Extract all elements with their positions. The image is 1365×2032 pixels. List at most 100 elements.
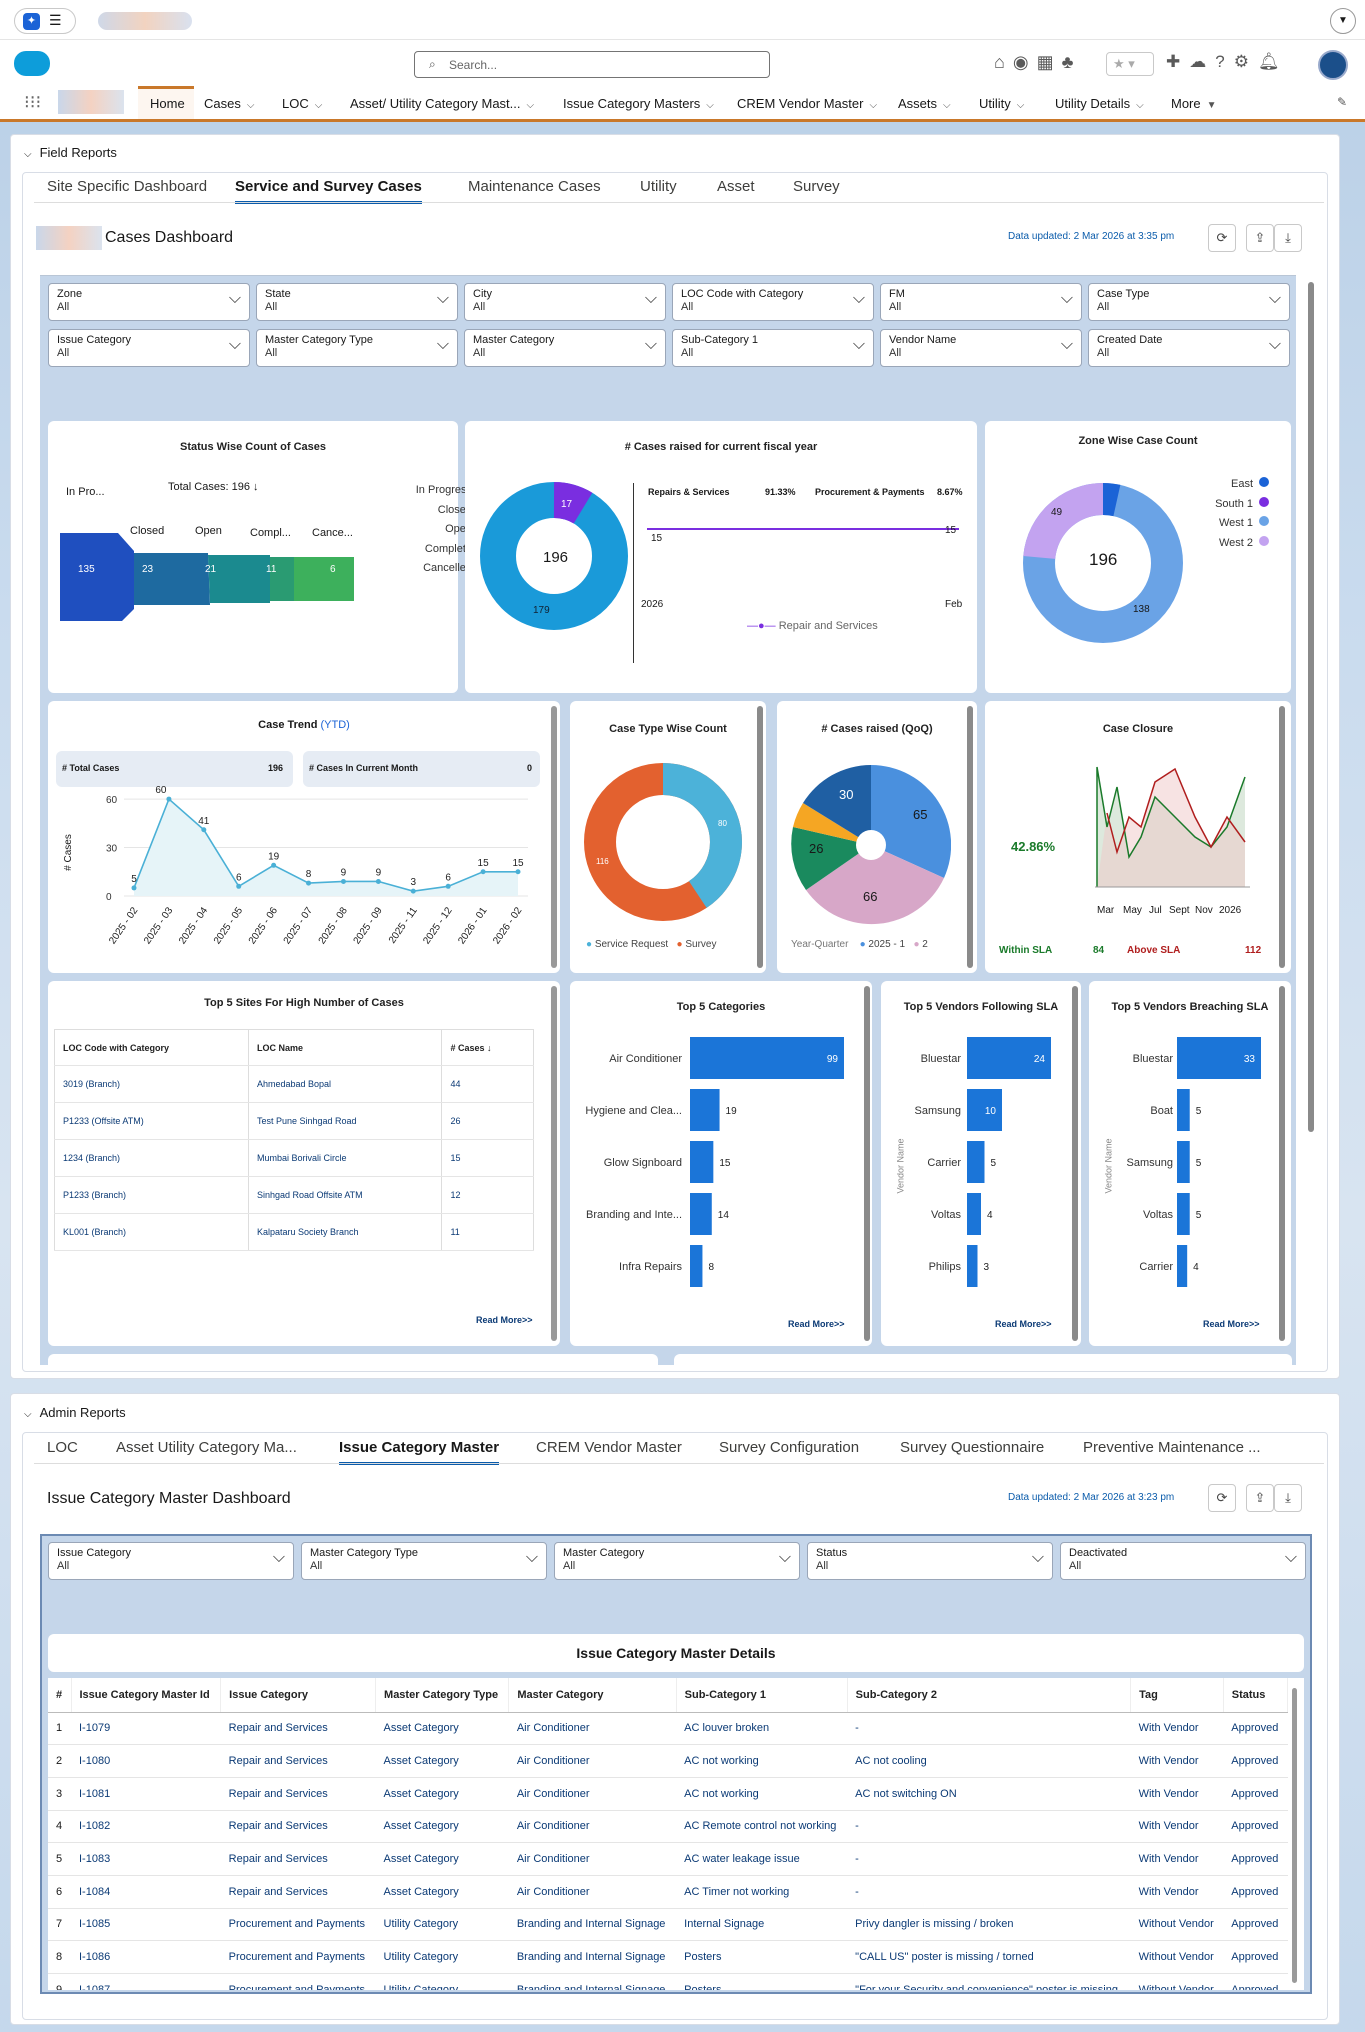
share-button[interactable]: ⇪ bbox=[1246, 224, 1274, 252]
column-header[interactable]: Issue Category Master Id bbox=[71, 1678, 222, 1713]
column-header[interactable]: Master Category bbox=[508, 1678, 677, 1713]
home-icon[interactable]: ⌂ bbox=[994, 52, 1013, 72]
people-icon[interactable]: ♣ bbox=[1061, 52, 1082, 72]
filter-fm[interactable]: FM All ⌵ bbox=[880, 283, 1082, 321]
nav-home-active[interactable] bbox=[138, 86, 194, 119]
scrollbar[interactable] bbox=[1072, 986, 1078, 1341]
table-row[interactable]: 1 I-1079 Repair and Services Asset Category… bbox=[48, 1712, 1288, 1746]
waffle-icon[interactable]: ⁝⁝⁝ bbox=[24, 92, 42, 112]
tab-site-specific[interactable]: Site Specific Dashboard bbox=[47, 178, 208, 195]
tab-survey-configuration[interactable]: Survey Configuration bbox=[719, 1439, 860, 1456]
filter-state[interactable]: State All ⌵ bbox=[256, 283, 458, 321]
download-button[interactable]: ⤓ bbox=[1274, 1484, 1302, 1512]
read-more-link[interactable]: Read More>> bbox=[788, 1319, 845, 1329]
app-launcher-button[interactable]: ✦ ☰ bbox=[14, 8, 76, 34]
table-scrollbar[interactable] bbox=[1292, 1688, 1297, 1983]
table-row[interactable]: 6 I-1084 Repair and Services Asset Category… bbox=[48, 1875, 1288, 1909]
filter-zone[interactable]: Zone All ⌵ bbox=[48, 283, 250, 321]
dashboard-scrollbar[interactable] bbox=[1308, 282, 1314, 1132]
filter-case-type[interactable]: Case Type All ⌵ bbox=[1088, 283, 1290, 321]
help-icon[interactable]: ? bbox=[1215, 52, 1234, 71]
filter-created-date[interactable]: Created Date All ⌵ bbox=[1088, 329, 1290, 367]
table-row[interactable]: 9 I-1087 Procurement and Payments Utility C… bbox=[48, 1973, 1288, 1990]
filter-vendor-name[interactable]: Vendor Name All ⌵ bbox=[880, 329, 1082, 367]
tab-loc[interactable]: LOC bbox=[47, 1439, 78, 1456]
nav-assets[interactable]: Assets ⌵ bbox=[898, 96, 951, 111]
nav-crem-vendor[interactable]: CREM Vendor Master ⌵ bbox=[737, 96, 878, 111]
scrollbar[interactable] bbox=[1279, 706, 1285, 968]
nav-issue-category[interactable]: Issue Category Masters ⌵ bbox=[563, 96, 714, 111]
scrollbar[interactable] bbox=[551, 706, 557, 968]
column-header[interactable]: Tag bbox=[1130, 1678, 1224, 1713]
read-more-link[interactable]: Read More>> bbox=[476, 1315, 533, 1325]
filter-status[interactable]: Status All ⌵ bbox=[807, 1542, 1053, 1580]
scrollbar[interactable] bbox=[551, 986, 557, 1341]
table-row[interactable]: 7 I-1085 Procurement and Payments Utility C… bbox=[48, 1908, 1288, 1942]
filter-sub-category-1[interactable]: Sub-Category 1 All ⌵ bbox=[672, 329, 874, 367]
table-row[interactable]: 2 I-1080 Repair and Services Asset Category… bbox=[48, 1744, 1288, 1778]
tab-preventive-maintenance[interactable]: Preventive Maintenance ... bbox=[1083, 1439, 1261, 1456]
scrollbar[interactable] bbox=[757, 706, 763, 968]
chevron-down-icon[interactable]: ▼ bbox=[1330, 8, 1356, 34]
column-header[interactable]: Sub-Category 1 bbox=[676, 1678, 848, 1713]
column-header[interactable]: Master Category Type bbox=[375, 1678, 510, 1713]
filter-master-category[interactable]: Master Category All ⌵ bbox=[554, 1542, 800, 1580]
field-reports-header[interactable]: ⌵ Field Reports bbox=[24, 145, 117, 160]
nav-cases[interactable]: Cases ⌵ bbox=[204, 96, 255, 111]
refresh-button[interactable]: ⟳ bbox=[1208, 1484, 1236, 1512]
table-cell: 9 bbox=[48, 1973, 71, 1990]
filter-issue-category[interactable]: Issue Category All ⌵ bbox=[48, 1542, 294, 1580]
tab-maintenance[interactable]: Maintenance Cases bbox=[468, 178, 601, 195]
download-button[interactable]: ⤓ bbox=[1274, 224, 1302, 252]
bell-icon[interactable]: 🔔︎ bbox=[1257, 52, 1289, 71]
filter-master-category[interactable]: Master Category All ⌵ bbox=[464, 329, 666, 367]
nav-asset-utility[interactable]: Asset/ Utility Category Mast... ⌵ bbox=[350, 96, 535, 111]
nav-loc[interactable]: LOC ⌵ bbox=[282, 96, 323, 111]
nav-utility[interactable]: Utility ⌵ bbox=[979, 96, 1025, 111]
admin-reports-header[interactable]: ⌵ Admin Reports bbox=[24, 1405, 126, 1420]
column-header[interactable]: Status bbox=[1223, 1678, 1289, 1713]
table-row[interactable]: 3 I-1081 Repair and Services Asset Category… bbox=[48, 1777, 1288, 1811]
favorites-button[interactable]: ★ ▾ bbox=[1106, 52, 1154, 76]
scrollbar[interactable] bbox=[967, 706, 973, 968]
search-input[interactable]: ⌕ Search... bbox=[414, 51, 770, 78]
cloud-icon[interactable]: ☁ bbox=[1189, 52, 1216, 71]
table-row[interactable]: 5 I-1083 Repair and Services Asset Category… bbox=[48, 1842, 1288, 1876]
nav-utility-details[interactable]: Utility Details ⌵ bbox=[1055, 96, 1144, 111]
refresh-button[interactable]: ⟳ bbox=[1208, 224, 1236, 252]
filter-loc-code-with-category[interactable]: LOC Code with Category All ⌵ bbox=[672, 283, 874, 321]
tab-survey[interactable]: Survey bbox=[793, 178, 840, 195]
read-more-link[interactable]: Read More>> bbox=[995, 1319, 1052, 1329]
table-row[interactable]: 4 I-1082 Repair and Services Asset Category… bbox=[48, 1810, 1288, 1844]
tab-utility[interactable]: Utility bbox=[640, 178, 677, 195]
column-header[interactable]: Sub-Category 2 bbox=[847, 1678, 1132, 1713]
tab-asset[interactable]: Asset bbox=[717, 178, 755, 195]
read-more-link[interactable]: Read More>> bbox=[1203, 1319, 1260, 1329]
tab-asset-utility[interactable]: Asset Utility Category Ma... bbox=[116, 1439, 297, 1456]
filter-master-category-type[interactable]: Master Category Type All ⌵ bbox=[301, 1542, 547, 1580]
scrollbar[interactable] bbox=[1279, 986, 1285, 1341]
x-tick: Feb bbox=[945, 599, 963, 610]
filter-city[interactable]: City All ⌵ bbox=[464, 283, 666, 321]
agent-icon[interactable]: ◉ bbox=[1012, 52, 1037, 72]
nav-home[interactable]: Home bbox=[150, 96, 185, 111]
tab-service-survey[interactable]: Service and Survey Cases bbox=[235, 178, 422, 204]
tab-crem-vendor[interactable]: CREM Vendor Master bbox=[536, 1439, 682, 1456]
pencil-icon[interactable]: ✎ bbox=[1337, 95, 1348, 109]
scrollbar[interactable] bbox=[864, 986, 870, 1341]
share-button[interactable]: ⇪ bbox=[1246, 1484, 1274, 1512]
gear-icon[interactable]: ⚙ bbox=[1233, 52, 1258, 71]
table-row[interactable]: 8 I-1086 Procurement and Payments Utility C… bbox=[48, 1940, 1288, 1974]
add-icon[interactable]: ✚ bbox=[1166, 52, 1190, 71]
bar-value: 24 bbox=[1034, 1054, 1046, 1065]
filter-master-category-type[interactable]: Master Category Type All ⌵ bbox=[256, 329, 458, 367]
filter-deactivated[interactable]: Deactivated All ⌵ bbox=[1060, 1542, 1306, 1580]
tab-survey-questionnaire[interactable]: Survey Questionnaire bbox=[900, 1439, 1045, 1456]
tab-issue-category-master[interactable]: Issue Category Master bbox=[339, 1439, 500, 1465]
nav-more[interactable]: More ▼ bbox=[1171, 96, 1217, 111]
column-header[interactable]: # bbox=[48, 1678, 72, 1713]
column-header[interactable]: Issue Category bbox=[220, 1678, 377, 1713]
filter-issue-category[interactable]: Issue Category All ⌵ bbox=[48, 329, 250, 367]
avatar[interactable] bbox=[1318, 50, 1348, 80]
dashboard-icon[interactable]: ▦ bbox=[1036, 52, 1062, 72]
